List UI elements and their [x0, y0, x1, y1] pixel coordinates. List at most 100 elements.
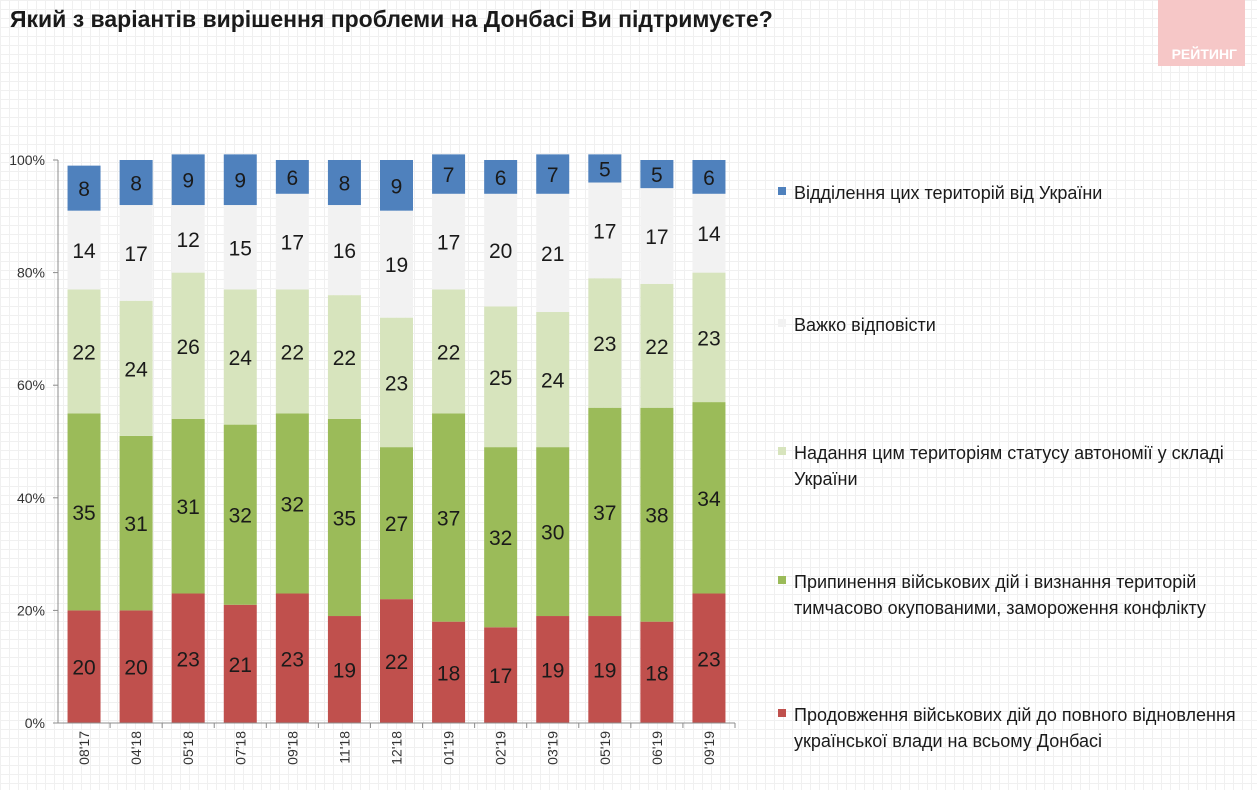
bar-segment	[588, 616, 622, 723]
bar-segment	[327, 295, 361, 419]
data-label: 27	[385, 513, 408, 536]
bar-segment	[380, 210, 413, 318]
legend-label: Припинення військових дій і визнання тер…	[794, 572, 1206, 618]
data-label: 14	[697, 223, 721, 246]
bar-segment	[484, 447, 518, 628]
x-tick-label: 05'19	[597, 731, 613, 765]
data-label: 9	[391, 175, 403, 198]
x-tick-label: 07'18	[232, 731, 248, 765]
bar-segment	[67, 413, 101, 611]
data-label: 32	[489, 527, 512, 550]
bar-segment	[432, 193, 466, 290]
bar-segment	[536, 193, 570, 313]
bar-segment	[223, 154, 257, 206]
bar-segment	[275, 160, 309, 194]
data-label: 38	[645, 505, 668, 528]
bar-segment	[327, 205, 361, 296]
bar-segment	[380, 447, 413, 600]
data-label: 35	[72, 502, 95, 525]
data-label: 22	[645, 336, 668, 359]
legend-label: Надання цим територіям статусу автономії…	[794, 443, 1224, 489]
data-label: 20	[124, 657, 147, 680]
data-label: 32	[281, 493, 304, 516]
data-label: 23	[697, 327, 720, 350]
x-tick-label: 05'18	[180, 731, 196, 765]
bar-segment	[536, 312, 570, 448]
data-label: 23	[593, 333, 616, 356]
bar-segment	[640, 621, 674, 723]
legend-label: Важко відповісти	[794, 315, 936, 335]
data-label: 7	[547, 164, 559, 187]
bar-segment	[536, 447, 570, 617]
bar-segment	[536, 154, 570, 194]
data-label: 17	[489, 665, 512, 688]
data-label: 22	[281, 341, 304, 364]
data-label: 22	[385, 651, 408, 674]
x-tick-label: 09'18	[284, 731, 300, 765]
data-label: 6	[495, 167, 507, 190]
x-tick-label: 09'19	[701, 731, 717, 765]
data-label: 20	[72, 657, 95, 680]
data-label: 6	[703, 167, 715, 190]
x-tick-label: 02'19	[493, 731, 509, 765]
bar-segment	[640, 188, 674, 284]
bar-segment	[484, 160, 518, 194]
bar-segment	[223, 424, 257, 605]
y-tick-label: 40%	[17, 490, 45, 506]
data-label: 15	[229, 237, 252, 260]
data-label: 17	[437, 232, 460, 255]
bar-segment	[484, 306, 518, 448]
y-tick-label: 80%	[17, 265, 45, 281]
legend-swatch	[778, 576, 786, 584]
data-label: 19	[593, 660, 616, 683]
data-label: 9	[182, 170, 194, 193]
data-label: 19	[333, 660, 356, 683]
data-label: 8	[78, 178, 90, 201]
x-tick-label: 08'17	[76, 731, 92, 765]
data-label: 14	[72, 240, 96, 263]
bar-segment	[275, 289, 309, 414]
rating-logo: РЕЙТИНГ	[1158, 0, 1245, 66]
data-label: 30	[541, 522, 564, 545]
data-label: 31	[124, 513, 147, 536]
x-tick-label: 11'18	[336, 731, 352, 764]
data-label: 23	[385, 372, 408, 395]
bar-segment	[275, 413, 309, 594]
bar-segment	[223, 205, 257, 290]
bar-segment	[171, 418, 205, 594]
data-label: 21	[229, 654, 252, 677]
bar-segment	[432, 154, 466, 194]
rating-logo-text: РЕЙТИНГ	[1171, 46, 1237, 62]
legend-swatch	[778, 447, 786, 455]
data-label: 18	[437, 662, 460, 685]
data-label: 23	[281, 648, 304, 671]
bar-segment	[67, 610, 101, 723]
data-label: 22	[437, 341, 460, 364]
data-label: 23	[177, 648, 200, 671]
data-label: 24	[124, 358, 148, 381]
data-label: 35	[333, 508, 356, 531]
y-tick-label: 20%	[17, 602, 45, 618]
legend-label: Продовження військових дій до повного ві…	[794, 705, 1236, 751]
bar-segment	[588, 278, 622, 408]
data-label: 22	[333, 347, 356, 370]
bar-segment	[275, 193, 309, 290]
legend-swatch	[778, 187, 786, 195]
bar-segment	[327, 418, 361, 617]
y-tick-label: 100%	[9, 152, 45, 168]
x-tick-label: 01'19	[441, 731, 457, 765]
bar-segment	[119, 610, 153, 723]
bar-segment	[327, 160, 361, 206]
legend-swatch	[778, 709, 786, 717]
data-label: 20	[489, 240, 512, 263]
y-tick-label: 60%	[17, 377, 45, 393]
data-label: 25	[489, 367, 512, 390]
bar-segment	[119, 300, 153, 436]
bar-segment	[432, 289, 466, 414]
bar-segment	[380, 317, 413, 448]
bar-segment	[692, 193, 726, 273]
y-tick-label: 0%	[25, 715, 45, 731]
bar-segment	[588, 407, 622, 617]
bar-segment	[536, 616, 570, 723]
x-axis: 08'17 04'18 05'18 07'18 09'18 11'18 12'18 01'19…	[58, 722, 736, 765]
